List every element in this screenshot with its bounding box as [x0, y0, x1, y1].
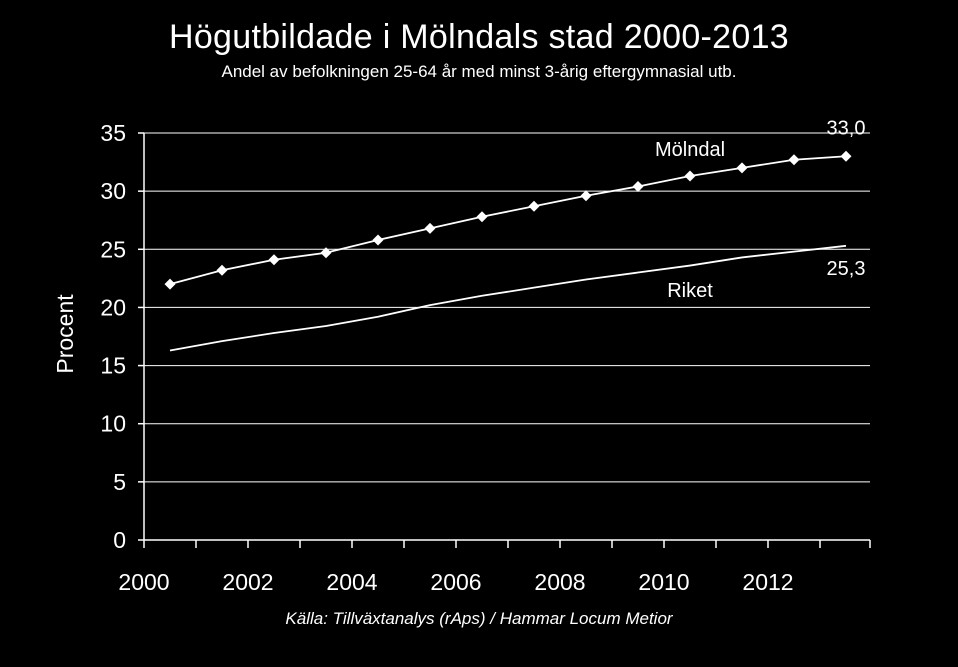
- end-value-label: 25,3: [827, 258, 866, 280]
- series-line-riket: [169, 244, 847, 352]
- y-tick-label: 35: [100, 120, 126, 146]
- data-point-marker: [736, 162, 748, 174]
- data-point-marker: [164, 278, 176, 290]
- series-markers: [164, 150, 852, 290]
- y-tick-label: 5: [113, 469, 126, 495]
- data-point-marker: [632, 180, 644, 192]
- x-tick-label: 2004: [326, 569, 377, 595]
- data-point-marker: [684, 170, 696, 182]
- x-tick-label: 2006: [430, 569, 481, 595]
- data-point-marker: [216, 264, 228, 276]
- y-tick-label: 15: [100, 353, 126, 379]
- x-tick-label: 2010: [638, 569, 689, 595]
- data-point-marker: [528, 200, 540, 212]
- gridlines: [144, 132, 870, 483]
- axes: [138, 132, 871, 548]
- series-lines: [169, 155, 847, 352]
- y-tick-labels: 0 5 10 15 20 25 30 35: [100, 120, 126, 553]
- data-point-marker: [372, 234, 384, 246]
- chart-title: Högutbildade i Mölndals stad 2000-2013: [168, 18, 790, 56]
- y-tick-label: 0: [113, 527, 126, 553]
- data-point-marker: [476, 211, 488, 223]
- y-tick-label: 20: [100, 294, 126, 320]
- y-tick-label: 30: [100, 178, 126, 204]
- series-name-label: Riket: [667, 280, 713, 302]
- x-tick-labels: 2000 2002 2004 2006 2008 2010 2012: [118, 569, 793, 595]
- x-tick-label: 2008: [534, 569, 585, 595]
- chart-subtitle: Andel av befolkningen 25-64 år med minst…: [221, 62, 737, 81]
- y-tick-label: 10: [100, 411, 126, 437]
- chart-source: Källa: Tillväxtanalys (rAps) / Hammar Lo…: [285, 609, 673, 628]
- data-point-marker: [788, 154, 800, 166]
- data-point-marker: [320, 247, 332, 259]
- series-annotations: Mölndal 33,0 Riket 25,3: [655, 117, 865, 302]
- data-point-marker: [840, 150, 852, 162]
- y-axis-title: Procent: [52, 294, 78, 374]
- data-point-marker: [424, 222, 436, 234]
- data-point-marker: [268, 254, 280, 266]
- series-line-m-lndal: [169, 155, 847, 286]
- data-point-marker: [580, 190, 592, 202]
- y-tick-label: 25: [100, 236, 126, 262]
- x-tick-label: 2002: [222, 569, 273, 595]
- x-tick-label: 2012: [742, 569, 793, 595]
- series-name-label: Mölndal: [655, 139, 725, 161]
- x-tick-label: 2000: [118, 569, 169, 595]
- end-value-label: 33,0: [827, 117, 866, 139]
